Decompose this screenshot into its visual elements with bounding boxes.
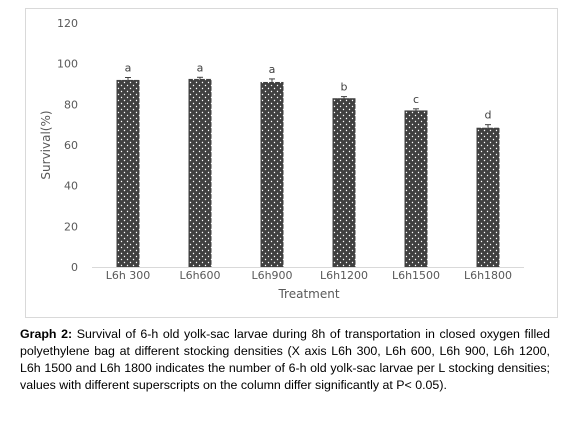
x-tick-label: L6h1800 bbox=[464, 269, 512, 282]
x-tick-label: L6h900 bbox=[251, 269, 292, 282]
caption-label: Graph 2: bbox=[20, 327, 73, 341]
y-tick-label: 80 bbox=[64, 98, 78, 111]
significance-label: d bbox=[485, 109, 492, 122]
y-axis: 0 20 40 60 80 100 120 bbox=[57, 17, 78, 274]
y-tick-label: 60 bbox=[64, 139, 78, 152]
figure-caption: Graph 2: Survival of 6-h old yolk-sac la… bbox=[20, 326, 550, 394]
x-tick-label: L6h1200 bbox=[320, 269, 368, 282]
y-tick-label: 100 bbox=[57, 58, 78, 71]
bars: a a a b c d bbox=[116, 61, 500, 268]
y-tick-label: 20 bbox=[64, 220, 78, 233]
x-tick-label: L6h1500 bbox=[392, 269, 440, 282]
significance-label: b bbox=[341, 81, 348, 94]
significance-label: a bbox=[125, 61, 132, 74]
y-tick-label: 0 bbox=[71, 261, 78, 274]
significance-label: a bbox=[197, 61, 204, 74]
x-tick-label: L6h 300 bbox=[106, 269, 151, 282]
bar-chart: 0 20 40 60 80 100 120 a a a b c d L6h 300 L6h600 L6h9… bbox=[39, 17, 524, 301]
bar bbox=[260, 81, 284, 267]
x-tick-label: L6h600 bbox=[179, 269, 220, 282]
significance-label: c bbox=[413, 93, 419, 106]
x-axis: L6h 300 L6h600 L6h900 L6h1200 L6h1500 L6h1800 bbox=[92, 267, 524, 282]
bar bbox=[404, 110, 428, 267]
y-axis-title: Survival(%) bbox=[39, 110, 53, 179]
y-tick-label: 40 bbox=[64, 180, 78, 193]
chart-frame bbox=[25, 8, 558, 318]
y-tick-label: 120 bbox=[57, 17, 78, 30]
bar bbox=[476, 127, 500, 267]
bar bbox=[332, 98, 356, 267]
significance-label: a bbox=[269, 63, 276, 76]
bar bbox=[116, 79, 140, 267]
bar bbox=[188, 78, 212, 268]
x-axis-title: Treatment bbox=[277, 287, 339, 301]
caption-text: Survival of 6-h old yolk-sac larvae duri… bbox=[20, 327, 550, 392]
